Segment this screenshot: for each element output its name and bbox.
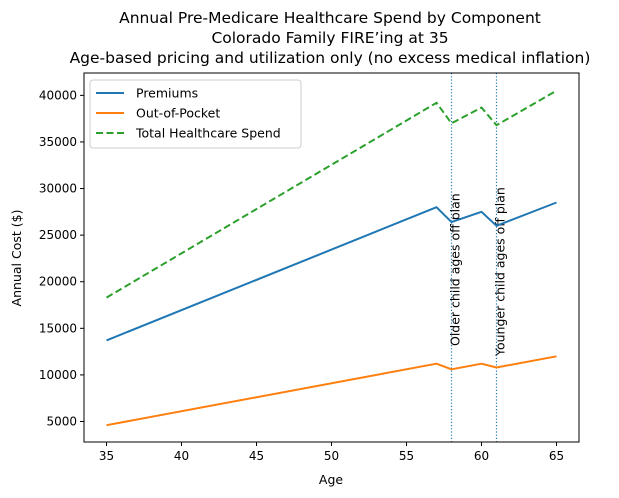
- x-tick-label: 50: [324, 449, 339, 463]
- x-tick-label: 40: [174, 449, 189, 463]
- y-tick-label: 40000: [39, 88, 77, 102]
- y-tick-label: 25000: [39, 228, 77, 242]
- x-tick-label: 45: [249, 449, 264, 463]
- chart-title-line-1: Annual Pre-Medicare Healthcare Spend by …: [119, 9, 541, 27]
- x-tick-label: 65: [549, 449, 564, 463]
- series-line-total-healthcare-spend: [105, 89, 557, 299]
- annotation-label: Older child ages off plan: [448, 193, 463, 346]
- series-line-out-of-pocket: [106, 355, 557, 427]
- y-axis-label: Annual Cost ($): [9, 210, 24, 307]
- x-axis: 35 40 45 50 55 60 65: [99, 442, 564, 463]
- y-tick-label: 30000: [39, 182, 77, 196]
- y-tick-label: 35000: [39, 135, 77, 149]
- x-tick-label: 60: [474, 449, 489, 463]
- x-tick-label: 35: [99, 449, 114, 463]
- x-axis-label: Age: [319, 472, 343, 487]
- plot-area: Older child ages off plan Younger child a…: [105, 73, 557, 442]
- chart-title-line-2: Colorado Family FIRE’ing at 35: [211, 29, 448, 47]
- y-tick-label: 10000: [39, 368, 77, 382]
- x-tick-label: 55: [399, 449, 414, 463]
- annotation-label: Younger child ages off plan: [493, 187, 508, 357]
- y-tick-label: 20000: [39, 275, 77, 289]
- legend: Premiums Out-of-Pocket Total Healthcare Sp…: [89, 79, 302, 149]
- legend-label: Premiums: [136, 86, 198, 101]
- chart-title-line-3: Age-based pricing and utilization only (…: [70, 49, 591, 67]
- y-tick-label: 5000: [46, 415, 77, 429]
- series-line-premiums: [106, 201, 557, 342]
- legend-box: [89, 79, 302, 149]
- y-axis: 5000 10000 15000 20000 25000 30000 35000 40000: [39, 88, 84, 429]
- legend-label: Total Healthcare Spend: [135, 126, 281, 141]
- legend-label: Out-of-Pocket: [136, 106, 220, 121]
- y-tick-label: 15000: [39, 321, 77, 335]
